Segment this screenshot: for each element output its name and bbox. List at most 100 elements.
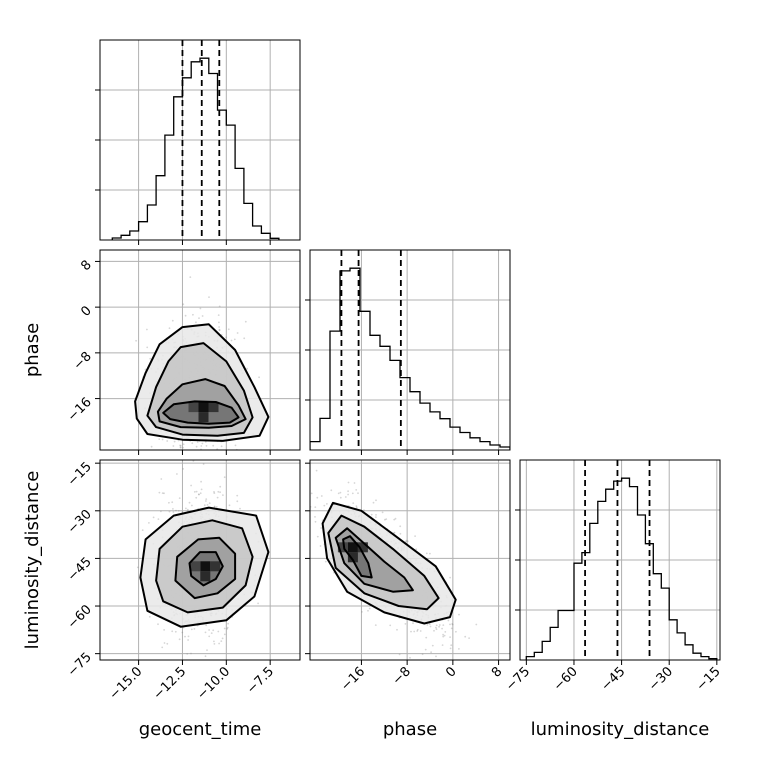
x-tick-label-luminosity-distance: −15: [694, 664, 724, 694]
sample-dot: [468, 637, 470, 639]
sample-dot: [226, 626, 229, 629]
sample-dot: [416, 628, 419, 631]
sample-dot: [246, 367, 249, 370]
sample-dot: [223, 476, 226, 479]
sample-dot: [192, 313, 194, 316]
sample-dot: [178, 638, 181, 641]
sample-dot: [449, 576, 451, 579]
y-tick-label-luminosity-distance: −60: [65, 602, 95, 632]
sample-dot: [212, 444, 215, 447]
sample-dot: [315, 469, 318, 472]
sample-dot: [195, 490, 198, 493]
sample-dot: [178, 497, 181, 499]
sample-dot: [320, 495, 323, 497]
sample-dot: [179, 446, 182, 449]
x-tick-label-phase: −16: [338, 664, 368, 694]
sample-dot: [218, 329, 221, 332]
y-axis-label-luminosity-distance: luminosity_distance: [22, 471, 43, 650]
sample-dot: [239, 507, 241, 510]
histogram-luminosity-distance: [525, 477, 718, 660]
sample-dot: [399, 532, 402, 535]
sample-dot: [195, 321, 197, 324]
sample-dot: [435, 628, 438, 631]
sample-dot: [158, 491, 161, 494]
sample-dot: [384, 518, 386, 521]
sample-dot: [428, 623, 431, 626]
sample-dot: [157, 518, 160, 520]
contour-geocent-time-luminosity-distance-1: [174, 536, 237, 600]
x-tick-label-luminosity-distance: −45: [598, 664, 628, 694]
sample-dot: [451, 623, 454, 626]
sample-dot: [203, 504, 206, 507]
sample-dot: [213, 505, 216, 508]
sample-dot: [218, 326, 221, 328]
sample-dot: [220, 445, 223, 448]
sample-dot: [438, 625, 440, 628]
sample-dot: [425, 636, 428, 639]
sample-dot: [236, 332, 239, 334]
sample-dot: [233, 338, 236, 341]
sample-dot: [357, 492, 359, 495]
sample-dot: [135, 339, 138, 342]
sample-dot: [226, 627, 229, 630]
sample-dot: [212, 629, 215, 632]
sample-dot: [222, 494, 224, 496]
sample-dot: [370, 513, 373, 516]
sample-dot: [441, 627, 443, 630]
sample-dot: [374, 624, 377, 626]
sample-dot: [160, 510, 162, 513]
density-mode-cell: [198, 402, 209, 413]
sample-dot: [415, 548, 418, 551]
sample-dot: [221, 637, 224, 640]
sample-dot: [198, 317, 200, 319]
sample-dot: [172, 508, 174, 510]
contour-geocent-time-phase-3: [134, 323, 270, 442]
sample-dot: [216, 496, 219, 499]
sample-dot: [191, 504, 193, 507]
sample-dot: [190, 652, 192, 655]
x-tick-label-geocent-time: −10.0: [194, 664, 233, 703]
sample-dot: [179, 444, 182, 447]
sample-dot: [227, 622, 230, 625]
sample-dot: [205, 445, 208, 447]
sample-dot: [416, 630, 419, 632]
sample-dot: [405, 539, 408, 542]
sample-dot: [330, 489, 333, 492]
sample-dot: [367, 609, 369, 612]
sample-dot: [205, 498, 208, 500]
sample-dot: [344, 496, 347, 498]
sample-dot: [442, 624, 445, 626]
sample-dot: [438, 624, 441, 626]
sample-dot: [206, 649, 208, 651]
sample-dot: [196, 441, 199, 443]
contour-phase-luminosity-distance-2: [327, 514, 440, 611]
sample-dot: [148, 522, 150, 524]
sample-dot: [326, 503, 328, 505]
contour-geocent-time-luminosity-distance-2: [155, 519, 254, 614]
sample-dot: [435, 624, 438, 627]
y-tick-label-luminosity-distance: −75: [65, 650, 95, 680]
sample-dot: [258, 376, 260, 379]
sample-dot: [163, 642, 166, 644]
sample-dot: [171, 630, 174, 633]
density-mode-cell: [188, 402, 199, 413]
contour-phase-luminosity-distance-3: [321, 501, 457, 625]
x-tick-label-geocent-time: −15.0: [107, 664, 146, 703]
sample-dot: [184, 314, 187, 317]
sample-dot: [204, 655, 207, 658]
sample-dot: [182, 443, 185, 446]
sample-dot: [464, 635, 467, 638]
sample-dot: [193, 491, 196, 493]
sample-dot: [174, 630, 177, 633]
sample-dot: [166, 642, 169, 645]
sample-dot: [319, 545, 322, 547]
sample-dot: [316, 535, 319, 538]
sample-dot: [219, 485, 222, 488]
sample-dot: [347, 481, 350, 484]
sample-dot: [421, 653, 424, 656]
sample-dot: [429, 625, 432, 628]
contour-geocent-time-phase-0: [162, 400, 240, 425]
sample-dot: [202, 463, 205, 465]
x-tick-label-luminosity-distance: −75: [503, 664, 533, 694]
sample-dot: [190, 628, 193, 631]
